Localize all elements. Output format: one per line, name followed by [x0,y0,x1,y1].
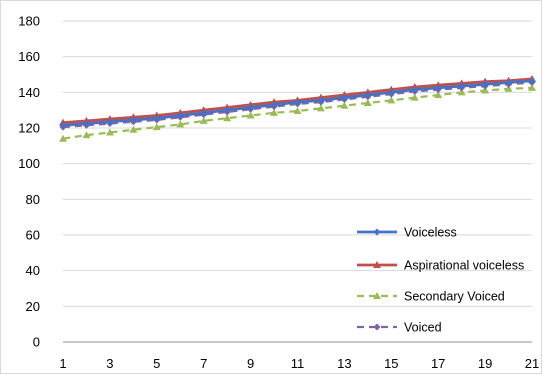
data-point [340,94,348,102]
data-point [200,109,208,117]
data-point [364,91,372,99]
data-point [129,125,138,133]
x-tick-label: 13 [337,356,351,371]
y-tick-label: 80 [26,192,40,207]
data-point [294,98,301,106]
data-point [458,82,466,90]
data-point [317,96,325,104]
legend-label: Secondary Voiced [404,290,505,304]
y-tick-label: 180 [18,14,40,29]
x-tick-label: 17 [431,356,445,371]
data-point [152,123,161,131]
y-tick-label: 20 [26,299,40,314]
data-point [82,131,91,139]
data-point [247,103,255,111]
legend-marker [373,323,381,331]
data-point [457,88,466,96]
x-tick-label: 15 [384,356,398,371]
data-point [293,107,302,115]
data-point [434,84,442,92]
data-point [481,80,489,88]
data-point [59,121,67,129]
y-tick-label: 40 [26,263,40,278]
data-point [153,114,161,122]
data-point [528,77,536,85]
x-tick-label: 3 [106,356,113,371]
data-point [481,86,490,94]
data-point [199,116,208,124]
series-line-voiced [62,81,533,129]
x-tick-label: 7 [200,356,207,371]
legend-marker [373,228,381,236]
y-tick-label: 160 [18,49,40,64]
data-point [410,93,419,101]
data-point [387,88,395,96]
data-point [176,120,185,128]
data-point [316,104,325,112]
data-point [270,101,278,109]
x-tick-label: 19 [478,356,492,371]
data-point [505,79,513,87]
data-point [504,84,513,92]
x-tick-label: 5 [153,356,160,371]
y-tick-label: 100 [18,156,40,171]
x-tick-label: 1 [59,356,66,371]
data-point [105,128,114,136]
data-point [59,134,67,142]
x-tick-label: 21 [525,356,539,371]
data-point [363,99,372,107]
x-tick-label: 9 [247,356,254,371]
x-tick-label: 11 [291,356,305,371]
y-tick-label: 120 [18,121,40,136]
y-tick-label: 140 [18,85,40,100]
data-point [82,120,90,128]
data-point [270,108,279,116]
data-point [223,106,231,114]
data-point [528,83,536,91]
legend-marker [373,292,381,299]
y-tick-label: 0 [33,335,40,350]
data-point [106,118,114,126]
legend-label: Voiced [404,321,442,335]
series-line-secondary-voiced [62,86,533,140]
legend-marker [373,261,381,268]
data-point [246,111,255,119]
data-point [434,91,443,99]
data-point [411,86,419,94]
y-tick-label: 60 [26,228,40,243]
data-point [176,112,184,120]
data-point [223,114,232,122]
legend-label: Voiceless [404,226,457,240]
data-point [129,116,137,124]
data-point [387,96,396,104]
data-point [340,101,349,109]
legend-label: Aspirational voiceless [404,259,524,273]
